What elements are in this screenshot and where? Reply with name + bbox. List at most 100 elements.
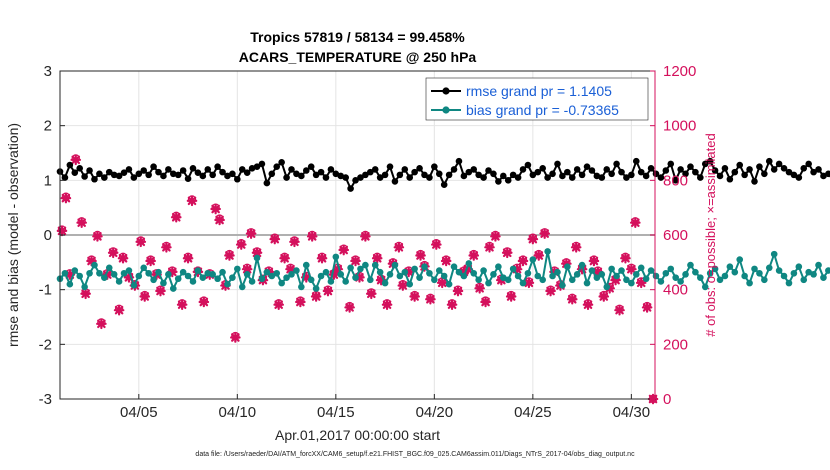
obs-assimilated-point: [139, 291, 151, 302]
rmse-point: [81, 173, 88, 180]
bias-point: [697, 274, 704, 281]
rmse-point: [293, 170, 300, 178]
bias-point: [800, 276, 808, 284]
bias-point: [406, 280, 414, 288]
rmse-point: [189, 165, 197, 172]
rmse-point: [199, 172, 207, 180]
bias-point: [165, 271, 172, 278]
rmse-point: [672, 177, 679, 184]
bias-point: [682, 271, 689, 278]
x-tick-label: 04/05: [120, 404, 158, 421]
rmse-point: [529, 171, 537, 179]
obs-assimilated-point: [344, 302, 355, 313]
rmse-point: [509, 171, 517, 179]
rmse-point: [440, 181, 448, 189]
bias-point: [174, 275, 182, 283]
obs-assimilated-point: [306, 231, 318, 242]
obs-assimilated-point: [505, 291, 517, 302]
bias-point: [376, 268, 384, 276]
bias-point: [573, 271, 581, 278]
bias-point: [785, 279, 793, 287]
rmse-point: [406, 174, 414, 181]
rmse-point: [371, 166, 379, 173]
bias-point: [130, 281, 138, 289]
bias-point: [81, 283, 88, 291]
rmse-point: [795, 174, 803, 181]
obs-assimilated-point: [310, 291, 322, 302]
rmse-point: [135, 170, 143, 178]
obs-assimilated-point: [480, 296, 491, 308]
rmse-point: [160, 172, 167, 180]
rmse-point: [71, 169, 79, 176]
rmse-point: [608, 170, 615, 178]
bias-point: [140, 264, 148, 272]
bias-point: [529, 256, 537, 263]
obs-assimilated-point: [161, 242, 172, 253]
obs-assimilated-point: [245, 228, 257, 239]
y-right-tick-label: 200: [663, 336, 688, 353]
rmse-point: [568, 174, 576, 181]
rmse-point: [317, 168, 325, 176]
rmse-point: [662, 167, 670, 174]
bias-point: [790, 269, 798, 277]
bias-point: [795, 263, 803, 271]
rmse-point: [761, 170, 768, 178]
bias-point: [199, 274, 207, 281]
bias-point: [229, 274, 236, 281]
obs-assimilated-point: [397, 280, 409, 291]
rmse-point: [263, 179, 271, 187]
obs-assimilated-point: [56, 225, 68, 237]
rmse-point: [184, 175, 192, 182]
bias-point: [86, 269, 93, 277]
rmse-point: [426, 174, 433, 181]
bias-point: [475, 276, 482, 284]
rmse-point: [431, 163, 438, 170]
bias-point: [741, 272, 748, 280]
rmse-point: [667, 160, 675, 168]
bias-point: [381, 279, 389, 287]
obs-assimilated-point: [365, 288, 377, 300]
legend-rmse-marker: [442, 87, 450, 95]
bias-point: [135, 272, 143, 280]
rmse-point: [495, 178, 502, 185]
obs-assimilated-point: [224, 250, 235, 261]
obs-assimilated-point: [620, 252, 631, 264]
rmse-point: [165, 166, 172, 173]
axis-layer: -3 -2 -1 0 1 2 3 0 200 400 600 800 1000 1200 04/05 04/1…: [39, 63, 697, 421]
y-axis-left-label: rmse and bias (model - observation): [5, 123, 21, 347]
bias-point: [524, 269, 532, 277]
obs-assimilated-point: [80, 288, 91, 300]
rmse-point: [253, 163, 261, 170]
bias-point: [322, 268, 330, 276]
rmse-point: [770, 166, 778, 173]
obs-assimilated-point: [338, 244, 350, 256]
y-left-tick-label: -2: [39, 336, 52, 353]
obs-assimilated-point: [629, 217, 641, 228]
obs-assimilated-point: [269, 233, 281, 245]
rmse-point: [692, 168, 699, 176]
y-axis-right-label: # of obs: o=possible; ×=assimilated: [703, 133, 718, 336]
rmse-point: [283, 174, 290, 181]
bias-point: [160, 279, 167, 287]
obs-assimilated-point: [641, 302, 653, 313]
obs-assimilated-point: [409, 291, 420, 302]
rmse-point: [716, 172, 724, 180]
bias-point: [253, 254, 261, 262]
bias-point: [125, 267, 133, 274]
bias-point: [115, 278, 123, 285]
bias-point: [440, 272, 448, 280]
bias-point: [608, 265, 615, 273]
obs-assimilated-point: [490, 231, 501, 242]
bias-point: [761, 276, 768, 284]
bias-point: [278, 279, 285, 287]
rmse-point: [86, 167, 93, 174]
bias-point: [593, 274, 601, 281]
bias-point: [583, 279, 591, 287]
bias-point: [716, 276, 724, 284]
obs-assimilated-point: [440, 255, 452, 267]
bias-point: [145, 269, 152, 277]
obs-assimilated-point: [235, 239, 247, 250]
bias-point: [234, 265, 241, 273]
rmse-point: [376, 174, 384, 181]
